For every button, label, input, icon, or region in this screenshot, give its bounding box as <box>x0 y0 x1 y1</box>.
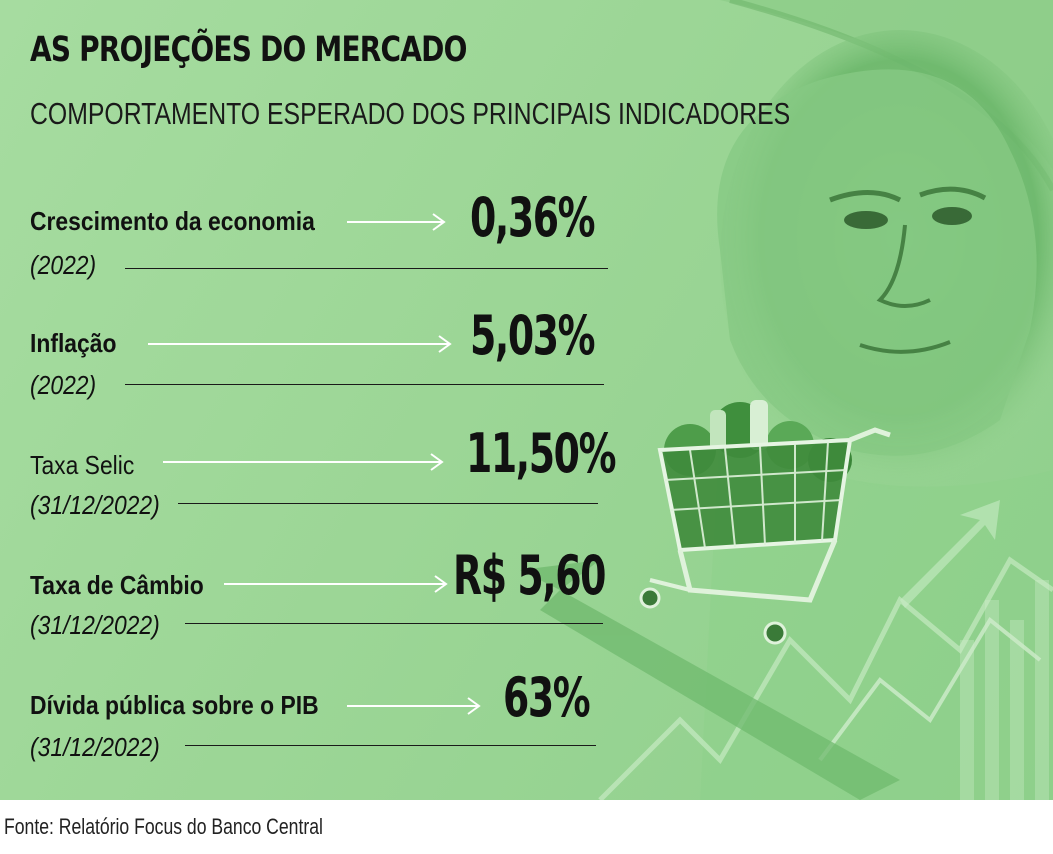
rising-arrow-icon <box>520 560 900 800</box>
source-footnote: Fonte: Relatório Focus do Banco Central <box>4 814 323 839</box>
indicator-label-selic: Taxa Selic <box>30 450 135 480</box>
infographic-panel: AS PROJEÇÕES DO MERCADO COMPORTAMENTO ES… <box>0 0 1053 800</box>
arrow-icon <box>163 453 444 471</box>
indicator-label-growth: Crescimento da economia <box>30 206 315 236</box>
divider <box>125 384 604 385</box>
divider <box>125 268 608 269</box>
rising-graph-lines <box>598 556 1053 800</box>
divider <box>185 623 603 624</box>
indicator-period-inflation: (2022) <box>30 370 97 400</box>
indicator-value-exchange: R$ 5,60 <box>453 544 606 607</box>
arrow-icon <box>224 575 448 593</box>
arrow-icon <box>347 697 481 715</box>
shopping-cart-illustration <box>639 400 891 645</box>
indicator-period-exchange: (31/12/2022) <box>30 610 160 640</box>
arrow-icon <box>148 335 452 353</box>
indicator-value-selic: 11,50% <box>466 422 616 485</box>
indicator-label-exchange: Taxa de Câmbio <box>30 570 204 600</box>
background-illustration <box>520 0 1053 800</box>
divider <box>185 745 596 746</box>
indicator-label-public-debt: Dívida pública sobre o PIB <box>30 690 319 720</box>
banknote-edge <box>720 0 1053 170</box>
indicator-period-public-debt: (31/12/2022) <box>30 732 160 762</box>
indicator-label-inflation: Inflação <box>30 328 117 358</box>
indicator-value-inflation: 5,03% <box>470 304 596 367</box>
bar-columns <box>960 580 1049 800</box>
divider <box>178 503 598 504</box>
arrow-icon <box>347 213 446 231</box>
page-title: AS PROJEÇÕES DO MERCADO <box>30 30 467 70</box>
indicator-period-growth: (2022) <box>30 250 97 280</box>
indicator-value-public-debt: 63% <box>503 666 591 729</box>
indicator-value-growth: 0,36% <box>470 186 596 249</box>
indicator-period-selic: (31/12/2022) <box>30 490 160 520</box>
page-subtitle: COMPORTAMENTO ESPERADO DOS PRINCIPAIS IN… <box>30 96 791 131</box>
